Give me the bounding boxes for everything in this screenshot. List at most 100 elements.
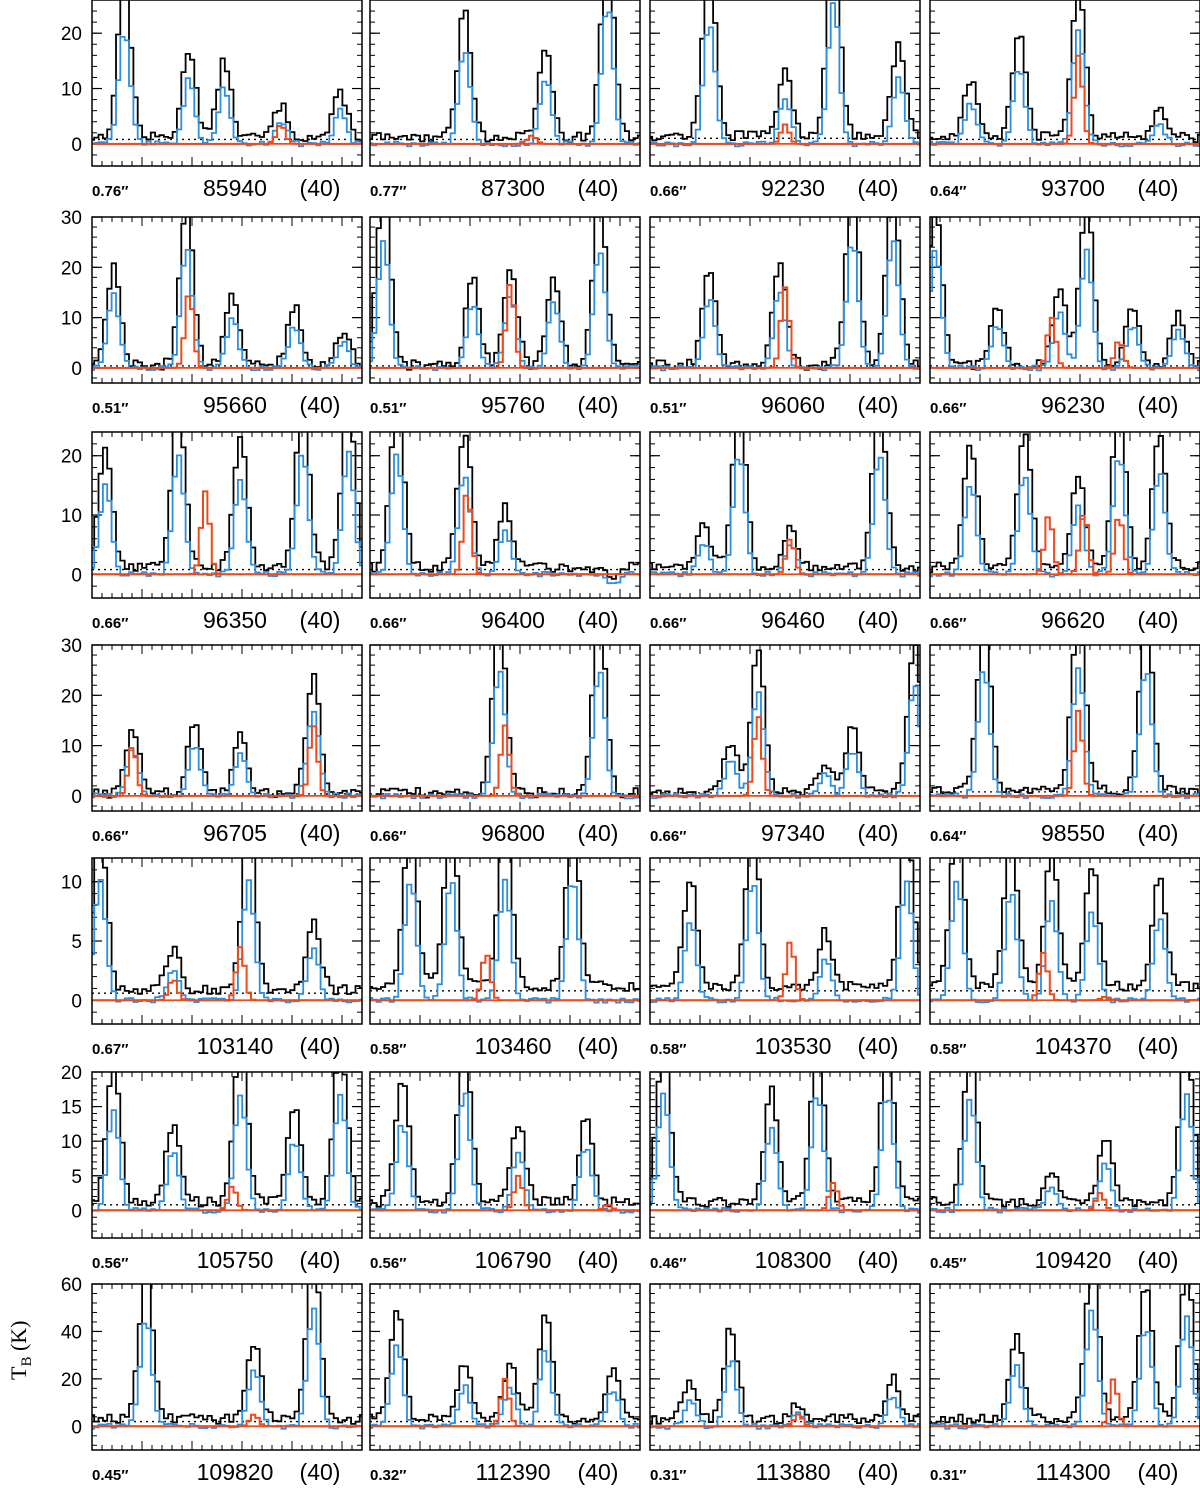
spectrum-panel: 0 10 20 30 0.66″ 96705 (40) <box>61 636 363 846</box>
y-tick-label: 0 <box>71 1417 82 1438</box>
spectrum-traces <box>650 217 920 372</box>
frequency-label: 108300 <box>755 1247 832 1273</box>
species-model-spectrum <box>370 954 640 1002</box>
y-tick-label: 60 <box>61 1275 82 1296</box>
spectrum-panel: 0.66″ 96620 (40) <box>929 431 1200 633</box>
beam-size-label: 0.66″ <box>370 828 406 845</box>
total-model-spectrum <box>370 240 640 371</box>
observed-spectrum <box>92 1284 362 1425</box>
species-model-spectrum <box>370 494 640 576</box>
total-model-spectrum <box>650 1360 920 1430</box>
velocity-range-label: (40) <box>300 607 341 633</box>
y-tick-label: 10 <box>61 873 82 894</box>
observed-spectrum <box>930 0 1200 144</box>
observed-spectrum <box>650 645 920 798</box>
y-tick-label: 0 <box>71 991 82 1012</box>
frequency-label: 96350 <box>203 607 267 633</box>
y-tick-label: 20 <box>61 258 82 279</box>
y-tick-label: 20 <box>61 447 82 468</box>
observed-spectrum <box>92 432 362 572</box>
panel-frame <box>929 431 1200 599</box>
species-model-spectrum <box>370 284 640 369</box>
species-model-spectrum <box>650 1182 920 1212</box>
beam-size-label: 0.46″ <box>650 1255 686 1272</box>
species-model-spectrum <box>650 941 920 1002</box>
beam-size-label: 0.67″ <box>92 1041 128 1058</box>
y-tick-label: 10 <box>61 80 82 101</box>
frequency-label: 95660 <box>203 392 267 418</box>
beam-size-label: 0.77″ <box>370 183 406 200</box>
spectrum-panel: 0.45″ 109420 (40) <box>929 1071 1200 1273</box>
panel-frame <box>369 1283 641 1451</box>
velocity-range-label: (40) <box>578 820 619 846</box>
total-model-spectrum <box>930 29 1200 148</box>
observed-spectrum <box>930 1284 1200 1425</box>
spectrum-traces <box>92 1072 362 1214</box>
panel-frame <box>91 1071 363 1239</box>
species-model-spectrum <box>650 1413 920 1428</box>
panel-frame <box>91 0 363 167</box>
spectrum-panel: 0.51″ 96060 (40) <box>649 216 921 418</box>
spectrum-traces <box>92 432 362 578</box>
frequency-label: 96230 <box>1041 392 1105 418</box>
spectrum-traces <box>650 1072 920 1214</box>
velocity-range-label: (40) <box>1138 392 1179 418</box>
frequency-label: 113880 <box>755 1459 830 1485</box>
panel-frame <box>649 1071 921 1239</box>
y-tick-label: 40 <box>61 1322 82 1343</box>
frequency-label: 96800 <box>481 820 545 846</box>
spectrum-traces <box>370 0 640 148</box>
species-model-spectrum <box>930 951 1200 1002</box>
frequency-label: 97340 <box>761 820 825 846</box>
beam-size-label: 0.56″ <box>92 1255 128 1272</box>
frequency-label: 96705 <box>203 820 267 846</box>
velocity-range-label: (40) <box>578 392 619 418</box>
beam-size-label: 0.45″ <box>92 1467 128 1484</box>
spectrum-panel: 0.56″ 106790 (40) <box>369 1071 641 1273</box>
species-model-spectrum <box>930 316 1200 369</box>
spectrum-traces <box>92 1284 362 1430</box>
spectrum-traces <box>650 432 920 578</box>
y-tick-label: 5 <box>71 1167 82 1188</box>
observed-spectrum <box>92 858 362 996</box>
beam-size-label: 0.32″ <box>370 1467 406 1484</box>
panel-frame <box>649 431 921 599</box>
beam-size-label: 0.66″ <box>92 615 128 632</box>
total-model-spectrum <box>370 1092 640 1214</box>
frequency-label: 105750 <box>197 1247 274 1273</box>
observed-spectrum <box>370 645 640 799</box>
y-tick-label: 0 <box>71 135 82 156</box>
observed-spectrum <box>650 858 920 992</box>
spectrum-panel: 0.66″ 96460 (40) <box>649 431 921 633</box>
panel-frame <box>369 431 641 599</box>
spectrum-panel: 0 10 20 0.76″ 85940 (40) <box>61 0 363 201</box>
observed-spectrum <box>650 1327 920 1425</box>
species-model-spectrum <box>92 125 362 145</box>
spectrum-panel: 0 20 40 60 0.45″ 109820 (40) <box>61 1275 363 1485</box>
frequency-label: 114300 <box>1035 1459 1110 1485</box>
beam-size-label: 0.64″ <box>930 183 966 200</box>
beam-size-label: 0.66″ <box>650 183 686 200</box>
species-model-spectrum <box>650 123 920 145</box>
beam-size-label: 0.66″ <box>650 828 686 845</box>
spectrum-traces <box>930 217 1200 372</box>
velocity-range-label: (40) <box>300 175 341 201</box>
panel-frame <box>91 644 363 812</box>
velocity-range-label: (40) <box>578 1459 619 1485</box>
frequency-label: 85940 <box>203 175 267 201</box>
panel-frame <box>929 0 1200 167</box>
frequency-label: 96060 <box>761 392 825 418</box>
frequency-label: 103530 <box>755 1033 832 1059</box>
total-model-spectrum <box>92 1093 362 1214</box>
panel-frame <box>649 1283 921 1451</box>
velocity-range-label: (40) <box>858 820 899 846</box>
observed-spectrum <box>92 673 362 799</box>
beam-size-label: 0.58″ <box>370 1041 406 1058</box>
species-model-spectrum <box>92 295 362 369</box>
frequency-label: 95760 <box>481 392 545 418</box>
panel-frame <box>929 216 1200 384</box>
spectrum-panel: 0.66″ 96230 (40) <box>929 216 1200 418</box>
beam-size-label: 0.56″ <box>370 1255 406 1272</box>
panel-frame <box>369 216 641 384</box>
spectrum-traces <box>370 858 640 1004</box>
